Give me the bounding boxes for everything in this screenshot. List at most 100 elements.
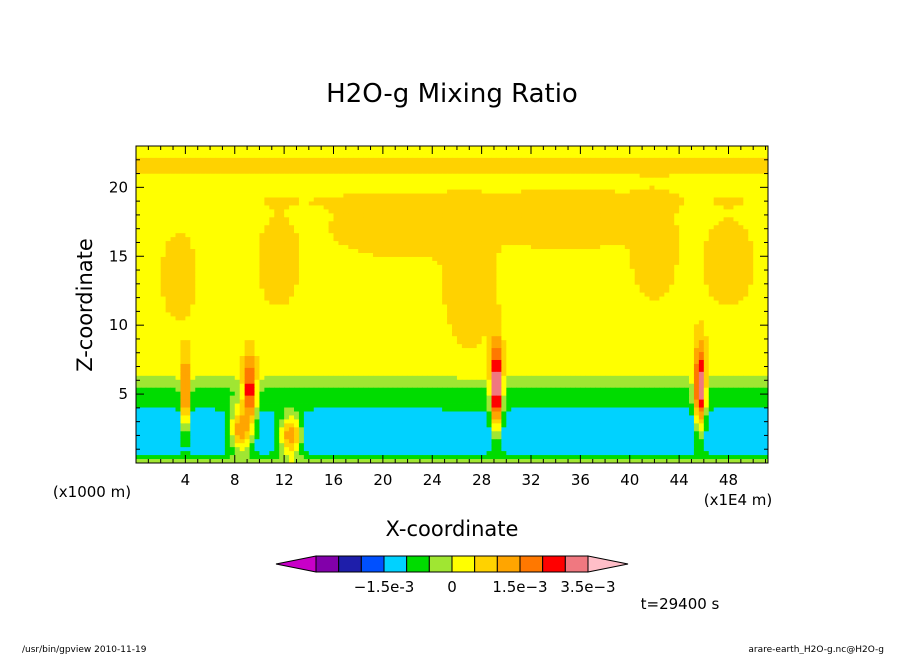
field-cell	[215, 292, 221, 297]
field-cell	[195, 153, 201, 159]
field-cell	[659, 197, 665, 202]
field-cell	[427, 292, 433, 297]
field-cell	[215, 221, 221, 226]
field-cell	[639, 260, 645, 266]
field-cell	[639, 245, 645, 250]
field-cell	[333, 256, 339, 262]
field-cell	[289, 260, 295, 266]
field-cell	[136, 169, 142, 175]
field-cell	[190, 169, 196, 175]
field-cell	[175, 205, 181, 210]
field-cell	[185, 169, 191, 175]
field-cell	[249, 189, 255, 194]
field-cell	[284, 268, 290, 274]
field-cell	[605, 229, 611, 234]
field-cell	[531, 296, 537, 301]
field-cell	[417, 197, 423, 202]
field-cell	[703, 268, 710, 274]
field-cell	[308, 177, 315, 183]
field-cell	[718, 181, 724, 187]
field-cell	[219, 284, 226, 290]
field-cell	[387, 213, 394, 218]
field-cell	[303, 153, 310, 159]
field-cell	[210, 209, 216, 214]
field-cell	[447, 288, 453, 294]
field-cell	[693, 252, 700, 258]
field-cell	[224, 181, 231, 187]
field-cell	[718, 245, 724, 250]
field-cell	[560, 296, 566, 301]
field-cell	[565, 165, 571, 171]
field-cell	[555, 197, 562, 202]
field-cell	[639, 276, 645, 282]
field-cell	[234, 197, 241, 202]
field-cell	[402, 260, 408, 266]
field-cell	[526, 213, 532, 218]
field-cell	[377, 197, 384, 202]
field-cell	[219, 245, 226, 250]
field-cell	[200, 157, 206, 163]
field-cell	[521, 197, 527, 202]
field-cell	[481, 280, 487, 286]
field-cell	[456, 296, 463, 301]
field-cell	[679, 280, 685, 286]
field-cell	[382, 272, 389, 278]
field-cell	[254, 169, 260, 175]
field-cell	[274, 237, 280, 242]
field-cell	[234, 173, 241, 179]
field-cell	[239, 249, 246, 254]
field-cell	[535, 280, 542, 286]
field-cell	[639, 197, 645, 202]
field-cell	[180, 264, 186, 270]
field-cell	[437, 185, 443, 190]
field-cell	[506, 229, 512, 234]
field-cell	[521, 161, 527, 167]
field-cell	[397, 161, 404, 167]
field-cell	[531, 217, 537, 222]
field-cell	[476, 280, 483, 286]
field-cell	[175, 221, 181, 226]
field-cell	[590, 201, 596, 206]
field-cell	[624, 233, 631, 238]
field-cell	[452, 149, 458, 155]
field-cell	[402, 169, 408, 175]
field-cell	[160, 292, 167, 297]
field-cell	[758, 260, 764, 266]
field-cell	[669, 185, 675, 190]
field-cell	[417, 229, 423, 234]
field-cell	[140, 209, 147, 214]
field-cell	[150, 149, 157, 155]
field-cell	[471, 225, 478, 230]
field-cell	[693, 169, 700, 175]
field-cell	[649, 169, 655, 175]
field-cell	[442, 284, 448, 290]
field-cell	[476, 221, 483, 226]
field-cell	[407, 288, 413, 294]
field-cell	[531, 288, 537, 294]
field-cell	[427, 201, 433, 206]
field-cell	[585, 153, 591, 159]
field-cell	[244, 157, 250, 163]
field-cell	[234, 249, 241, 254]
field-cell	[244, 189, 250, 194]
field-cell	[654, 252, 660, 258]
field-cell	[185, 201, 191, 206]
field-cell	[170, 264, 176, 270]
field-cell	[402, 181, 408, 187]
field-cell	[303, 229, 310, 234]
field-cell	[432, 249, 438, 254]
field-cell	[239, 241, 246, 246]
field-cell	[387, 276, 394, 282]
field-cell	[412, 217, 418, 222]
field-cell	[274, 205, 280, 210]
field-cell	[219, 268, 226, 274]
field-cell	[363, 284, 369, 290]
field-cell	[343, 272, 349, 278]
field-cell	[674, 276, 680, 282]
field-cell	[624, 221, 631, 226]
field-cell	[363, 272, 369, 278]
field-cell	[540, 153, 547, 159]
field-cell	[664, 209, 670, 214]
field-cell	[580, 284, 586, 290]
field-cell	[748, 280, 754, 286]
